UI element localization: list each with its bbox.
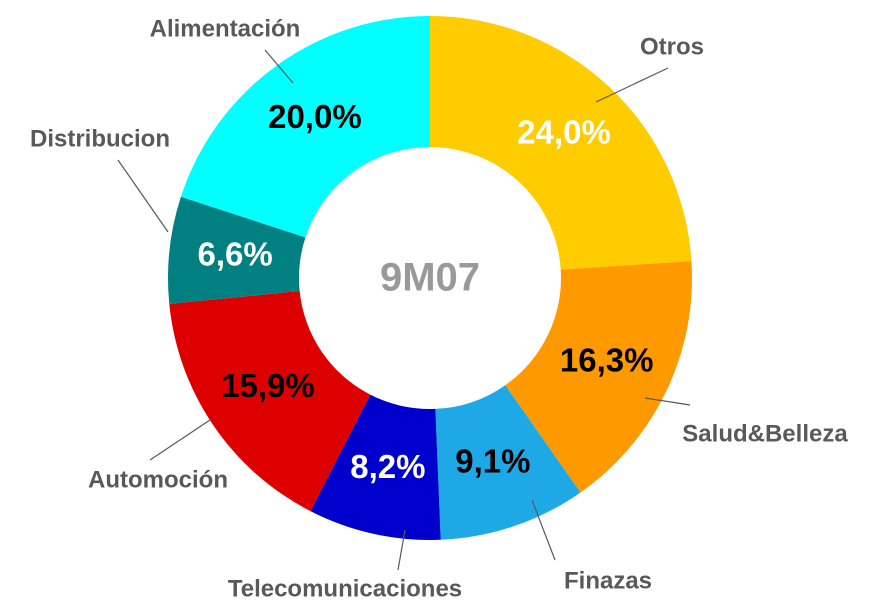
- category-label: Alimentación: [150, 15, 301, 42]
- leader-line: [264, 49, 294, 84]
- category-label: Finazas: [564, 567, 652, 594]
- slice: [505, 261, 693, 493]
- center-label: 9M07: [380, 256, 480, 300]
- slice: [168, 196, 306, 304]
- leader-line: [149, 419, 211, 461]
- leader-line: [595, 67, 669, 103]
- value-label: 6,6%: [198, 236, 273, 273]
- category-label: Distribucion: [30, 125, 170, 152]
- leader-line: [117, 159, 169, 233]
- slice: [430, 16, 692, 270]
- value-label: 8,2%: [350, 448, 425, 485]
- category-label: Salud&Belleza: [682, 420, 848, 447]
- leader-line: [644, 397, 691, 406]
- value-label: 24,0%: [517, 114, 611, 151]
- category-label: Automoción: [88, 466, 228, 493]
- value-label: 16,3%: [560, 341, 654, 378]
- category-label: Telecomunicaciones: [228, 575, 462, 602]
- value-label: 20,0%: [268, 98, 362, 135]
- slice: [180, 16, 430, 238]
- slice: [435, 385, 581, 540]
- category-label: Otros: [640, 33, 704, 60]
- leader-line: [397, 529, 406, 571]
- leader-line: [531, 499, 556, 561]
- value-label: 9,1%: [455, 442, 530, 479]
- value-label: 15,9%: [221, 367, 315, 404]
- slice: [169, 290, 371, 512]
- slice: [310, 394, 441, 541]
